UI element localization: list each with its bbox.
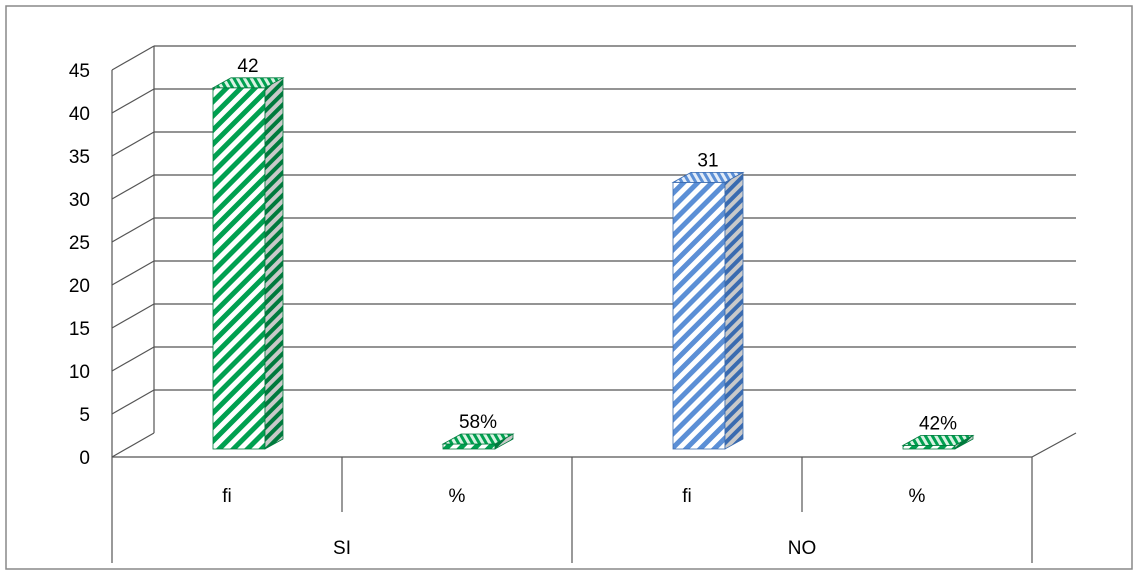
- axes: [111, 46, 1077, 563]
- bar: [901, 434, 975, 450]
- category-label: %: [449, 486, 466, 507]
- gridline: [111, 174, 1076, 200]
- data-labels: 42 58% 31 42%: [237, 56, 957, 435]
- category-labels: fi% fi % SI NO: [222, 486, 925, 559]
- y-tick-label: 20: [69, 276, 90, 297]
- data-label: 42: [237, 56, 258, 77]
- bar: [211, 77, 285, 450]
- y-tick-label: 10: [69, 362, 90, 383]
- group-label: NO: [788, 538, 817, 559]
- bar: [441, 433, 515, 450]
- gridline: [111, 260, 1076, 286]
- gridline: [111, 432, 155, 458]
- gridline: [111, 88, 1076, 114]
- category-label: fi: [222, 486, 232, 507]
- y-tick-label: 40: [69, 104, 90, 125]
- y-tick-label: 30: [69, 190, 90, 211]
- y-tick-label: 35: [69, 147, 90, 168]
- y-tick-label: 25: [69, 233, 90, 254]
- gridline: [111, 131, 1076, 157]
- floor-right-edge: [1031, 432, 1077, 458]
- category-label: fi: [682, 486, 692, 507]
- gridline: [111, 303, 1076, 329]
- y-tick-label: 45: [69, 61, 90, 82]
- gridline: [111, 45, 1076, 71]
- chart-border: [5, 5, 1133, 570]
- y-tick-label: 15: [69, 319, 90, 340]
- gridlines: [111, 45, 1076, 458]
- category-label: %: [909, 486, 926, 507]
- data-label: 31: [697, 150, 718, 171]
- y-tick-label: 5: [79, 405, 90, 426]
- y-tick-label: 0: [79, 448, 90, 469]
- data-label: 58%: [459, 412, 497, 433]
- gridline: [111, 346, 1076, 372]
- bar: [671, 171, 745, 450]
- bars: [211, 77, 975, 450]
- gridline: [111, 217, 1076, 243]
- gridline: [111, 389, 1076, 415]
- group-label: SI: [333, 538, 351, 559]
- y-tick-labels: 0 5 10 15 20 25 30 35 40 45: [69, 61, 90, 469]
- data-label: 42%: [919, 413, 957, 434]
